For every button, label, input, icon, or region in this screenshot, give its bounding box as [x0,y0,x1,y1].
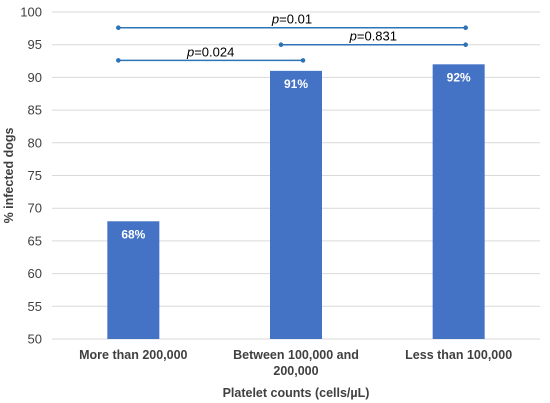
y-tick-label: 95 [28,37,42,52]
p-value-label: p=0.831 [349,29,397,44]
p-symbol: p [271,12,279,27]
comparison-bracket: p=0.831 [278,29,468,47]
y-axis-title: % infected dogs [2,128,16,224]
y-tick-label: 100 [20,5,42,20]
bracket-endpoint [463,42,468,47]
bar-value-label: 68% [121,227,145,241]
x-category-line: 200,000 [273,364,318,378]
p-value: =0.831 [357,29,397,44]
p-value-label: p=0.01 [271,12,312,27]
x-category-label: Less than 100,000 [405,348,512,362]
bracket-endpoint [463,25,468,30]
y-tick-label: 50 [28,332,42,347]
bar [270,70,322,340]
bars [107,64,485,340]
x-category-line: Less than 100,000 [405,348,512,362]
bracket-endpoint [116,58,121,63]
x-category-label: More than 200,000 [79,348,187,362]
bar [107,221,160,339]
x-category-line: Between 100,000 and [233,348,359,362]
p-value: =0.024 [194,44,234,59]
p-value-label: p=0.024 [186,44,234,59]
comparison-bracket: p=0.01 [116,12,468,30]
y-tick-label: 65 [28,233,42,248]
x-axis-categories: More than 200,000 Between 100,000 and 200,… [79,348,512,378]
p-value: =0.01 [279,12,312,27]
comparison-bracket: p=0.024 [116,44,306,63]
bracket-endpoint [300,58,306,63]
y-tick-label: 55 [28,299,42,314]
p-symbol: p [349,29,357,44]
bracket-endpoint [116,25,121,30]
y-tick-label: 85 [28,103,42,118]
x-category-label: Between 100,000 and 200,000 [233,348,359,378]
data-labels: 68% 91% 92% [121,70,471,241]
bracket-endpoint [278,42,284,47]
y-tick-label: 70 [28,201,42,216]
x-axis-title: Platelet counts (cells/µL) [223,386,370,400]
y-tick-label: 75 [28,168,42,183]
bar [432,64,485,339]
y-tick-label: 60 [28,266,42,281]
y-axis-ticks: 50 55 60 65 70 75 80 85 90 95 100 [20,5,42,347]
bar-value-label: 91% [284,77,308,91]
bar-value-label: 92% [447,70,471,84]
x-category-line: More than 200,000 [79,348,187,362]
p-symbol: p [186,44,194,59]
y-tick-label: 90 [28,70,42,85]
y-tick-label: 80 [28,135,42,150]
